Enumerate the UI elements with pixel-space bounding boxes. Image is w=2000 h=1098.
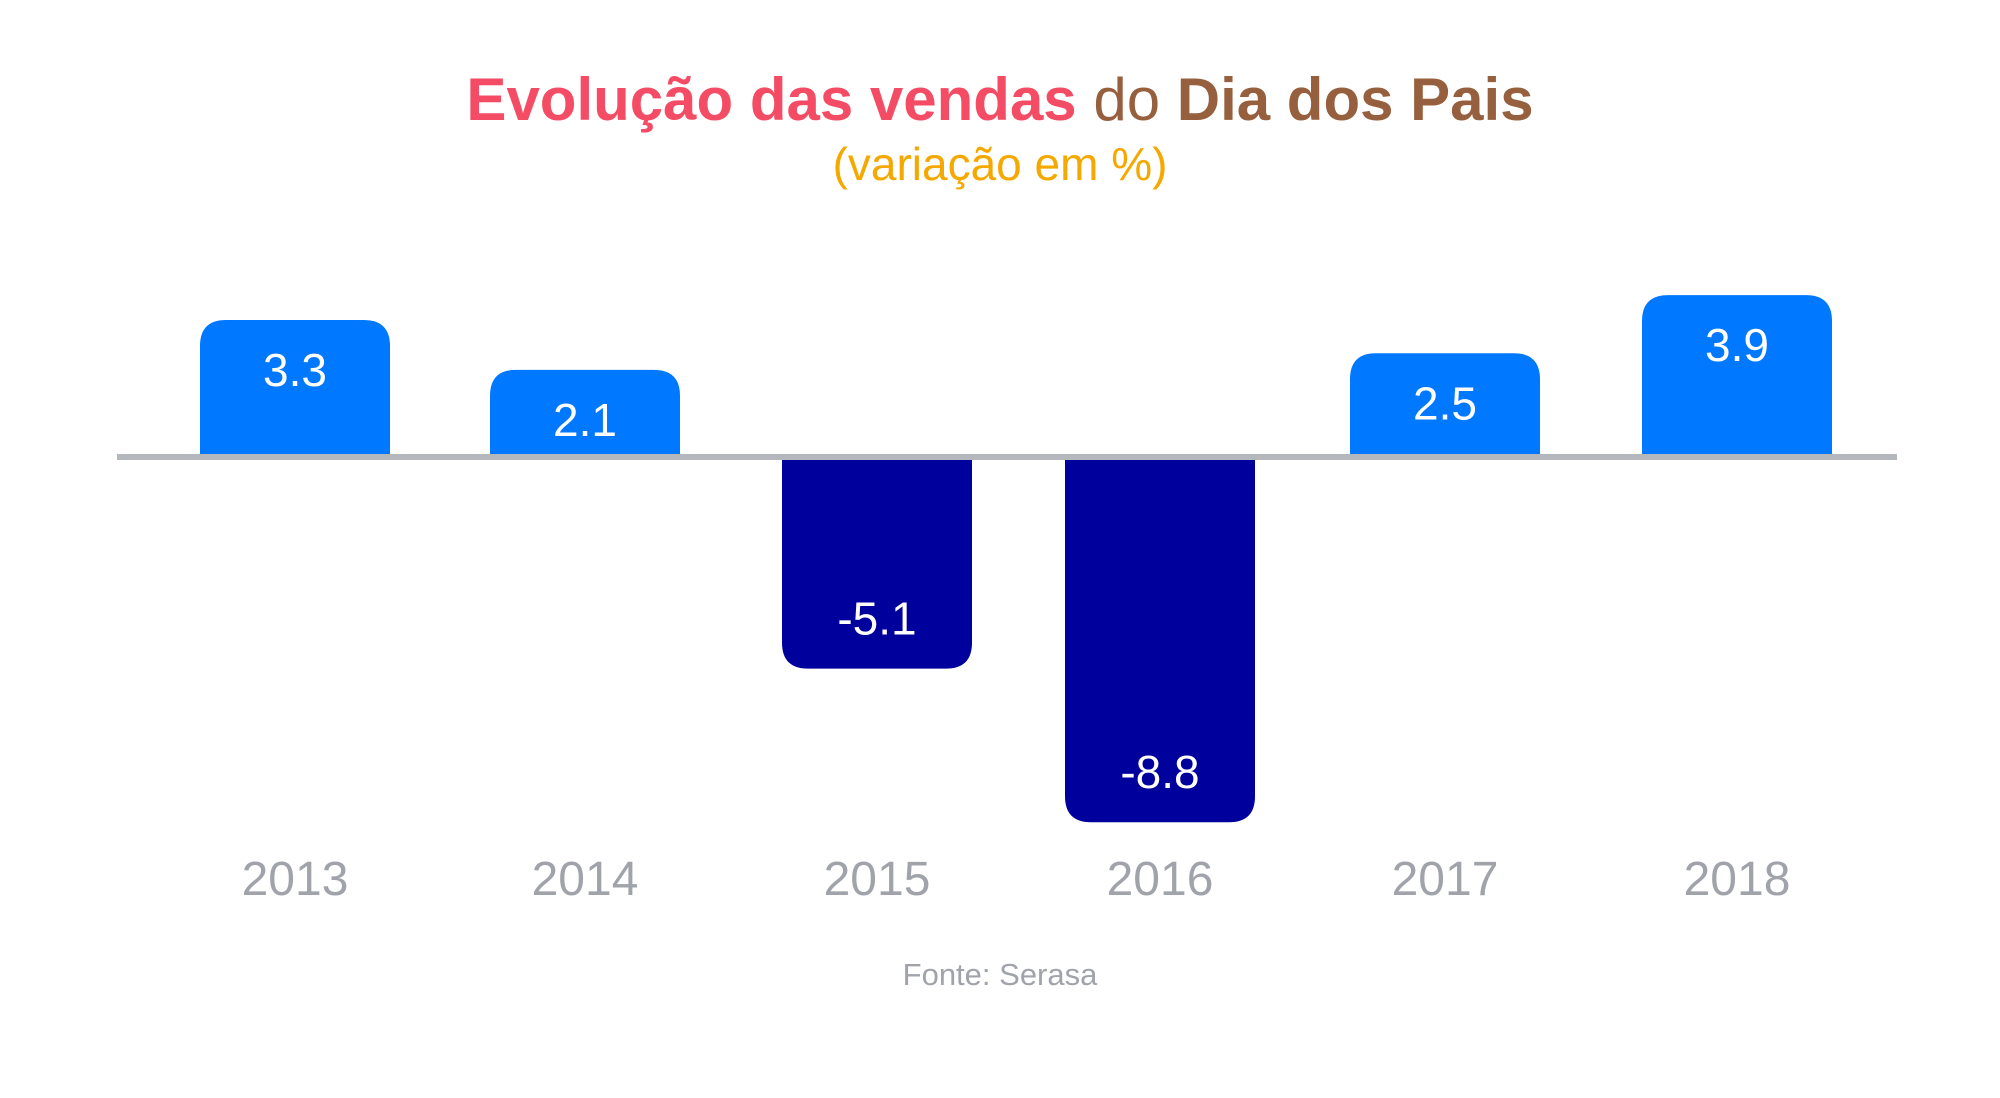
- x-tick-label-2014: 2014: [532, 853, 639, 906]
- value-label-2013: 3.3: [263, 344, 327, 396]
- x-tick-label-2013: 2013: [242, 853, 349, 906]
- source-note: Fonte: Serasa: [0, 955, 2000, 995]
- x-tick-label-2018: 2018: [1684, 853, 1791, 906]
- x-tick-label-2015: 2015: [824, 853, 931, 906]
- bars-layer: [200, 295, 1832, 822]
- value-label-2017: 2.5: [1413, 377, 1477, 429]
- x-tick-label-2017: 2017: [1392, 853, 1499, 906]
- value-label-2015: -5.1: [837, 593, 916, 645]
- x-tick-label-2016: 2016: [1107, 853, 1214, 906]
- value-label-2018: 3.9: [1705, 319, 1769, 371]
- labels-layer: 3.3 2013 2.1 2014 -5.1 2015 -8.8 2016 2.5 2017 3.9…: [242, 319, 1791, 906]
- value-label-2014: 2.1: [553, 394, 617, 446]
- value-label-2016: -8.8: [1120, 746, 1199, 798]
